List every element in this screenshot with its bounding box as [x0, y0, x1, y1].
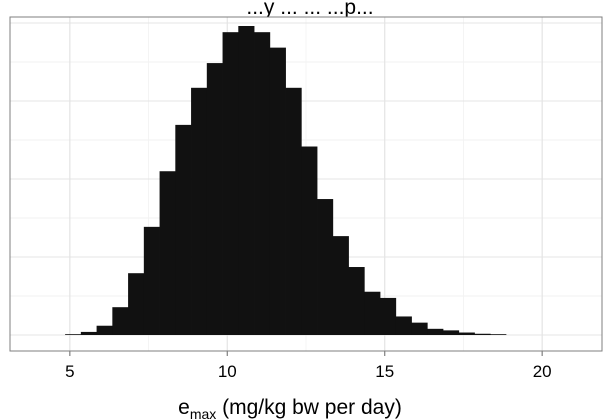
histogram-bar	[159, 171, 176, 335]
histogram-bar	[269, 47, 286, 335]
histogram-bar	[348, 267, 365, 335]
x-tick-label: 10	[218, 362, 237, 381]
histogram-bar	[96, 325, 113, 335]
histogram-bar	[206, 63, 223, 336]
histogram-bar	[490, 334, 507, 335]
histogram-bar	[395, 316, 412, 335]
x-axis-tick-labels: 5 10 15 20	[65, 362, 552, 381]
x-axis-label: emax (mg/kg bw per day)	[178, 396, 402, 419]
x-tick-label: 15	[375, 362, 394, 381]
histogram-bar	[285, 87, 302, 335]
chart-title: ...y ... ... ...p...	[246, 0, 373, 19]
x-axis-label-subscript: max	[190, 406, 216, 419]
x-tick-label: 20	[533, 362, 552, 381]
histogram-bar	[317, 199, 334, 335]
histogram-bar	[143, 226, 160, 335]
panel-border	[9, 16, 603, 352]
histogram-bar	[112, 307, 129, 335]
histogram-bar	[238, 26, 255, 335]
histogram-bar	[364, 291, 381, 335]
x-axis-label-rest: (mg/kg bw per day)	[216, 396, 402, 419]
histogram-bar	[80, 331, 97, 335]
histogram-bar	[427, 328, 444, 335]
x-axis-ticks	[69, 351, 543, 356]
histogram-bar	[442, 330, 460, 335]
histogram-bar	[175, 124, 192, 335]
histogram-bars	[65, 26, 507, 336]
histogram-bar	[458, 332, 475, 335]
histogram-bar	[254, 32, 271, 336]
histogram-bar	[474, 333, 491, 335]
x-axis: 5 10 15 20	[65, 351, 552, 381]
histogram-bar	[332, 236, 349, 335]
histogram-bar	[380, 297, 397, 335]
histogram-bar	[301, 146, 318, 335]
x-axis-label-main: e	[178, 396, 190, 419]
plot-panel	[9, 16, 603, 352]
histogram-bar	[128, 273, 145, 335]
histogram-bar	[191, 87, 208, 335]
histogram-bar	[222, 32, 239, 336]
x-tick-label: 5	[65, 362, 74, 381]
histogram-bar	[65, 334, 82, 335]
histogram-bar	[411, 322, 428, 335]
